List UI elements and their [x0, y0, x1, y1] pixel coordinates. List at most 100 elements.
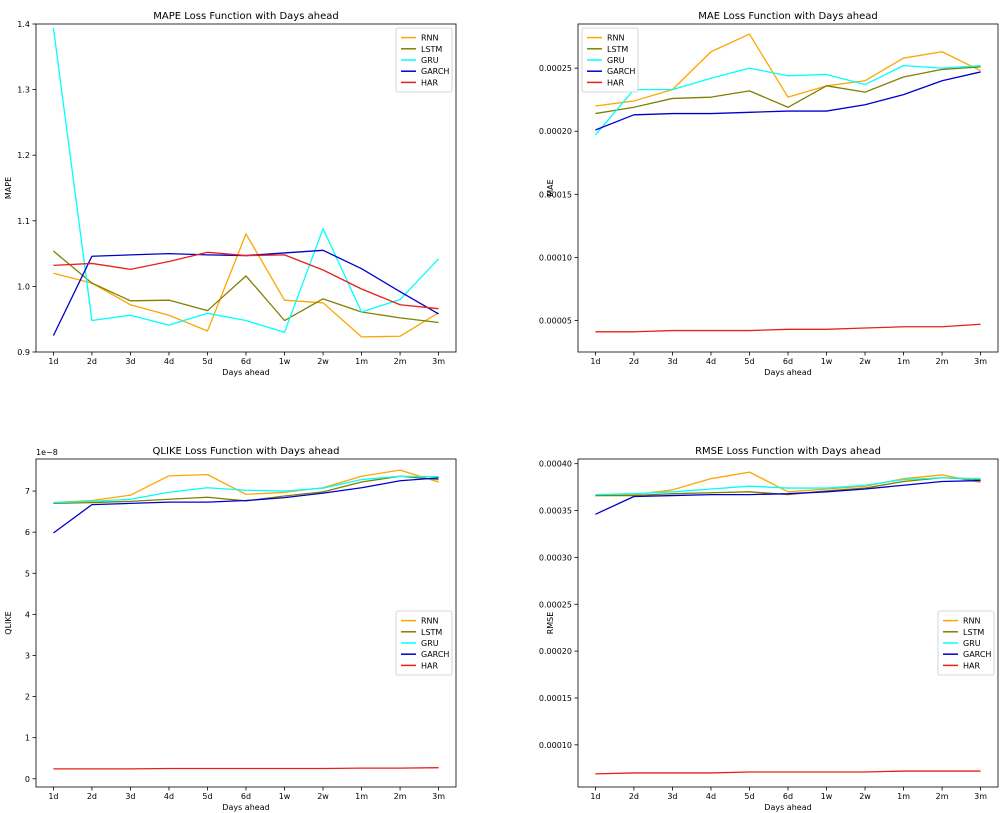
series-line-garch: [53, 477, 439, 534]
x-tick-label: 5d: [744, 792, 754, 801]
x-tick-label: 3m: [974, 792, 987, 801]
chart-title: RMSE Loss Function with Days ahead: [695, 446, 881, 457]
x-tick-label: 1d: [590, 792, 600, 801]
y-tick-label: 0.00035: [539, 507, 572, 516]
x-tick-label: 1w: [279, 357, 291, 366]
y-tick-label: 0.00020: [539, 647, 572, 656]
chart-title: MAE Loss Function with Days ahead: [698, 11, 877, 22]
x-tick-label: 3m: [432, 357, 445, 366]
x-tick-label: 5d: [202, 792, 212, 801]
series-line-garch: [52, 249, 439, 336]
legend-label: LSTM: [963, 628, 984, 637]
legend-label: GRU: [963, 639, 981, 648]
legend-label: RNN: [421, 34, 439, 43]
legend-label: GARCH: [421, 67, 449, 76]
x-tick-label: 4d: [706, 357, 716, 366]
y-tick-label: 0.00010: [539, 741, 572, 750]
series-line-garch: [595, 71, 981, 131]
chart-panel-1: MAPE Loss Function with Days ahead 1d 2d 3d…: [4, 11, 457, 377]
chart-panel-2: MAE Loss Function with Days ahead 1d 2d 3d 4…: [539, 11, 999, 377]
chart-title: QLIKE Loss Function with Days ahead: [153, 446, 340, 457]
y-tick-label: 0.00015: [539, 694, 572, 703]
x-tick-label: 1m: [355, 357, 368, 366]
x-tick-label: 2m: [394, 792, 407, 801]
y-tick-label: 0.00015: [539, 190, 572, 199]
y-tick-label: 0.00020: [539, 127, 572, 136]
y-offset-text: 1e−8: [36, 448, 58, 457]
x-tick-label: 2d: [629, 792, 639, 801]
legend-label: GRU: [421, 639, 439, 648]
y-tick-label: 0.00005: [539, 316, 572, 325]
x-tick-label: 6d: [783, 792, 793, 801]
chart-panel-3: QLIKE Loss Function with Days ahead 1d 2d 3…: [4, 446, 457, 812]
x-tick-label: 2m: [936, 792, 949, 801]
y-tick-label: 1.1: [17, 217, 30, 226]
y-tick-label: 6: [25, 528, 30, 537]
series-line-har: [595, 323, 981, 333]
legend: RNN LSTM GRU GARCH HAR: [581, 27, 639, 93]
x-tick-label: 1w: [821, 792, 833, 801]
legend-box: [937, 610, 995, 676]
series-line-gru: [53, 475, 439, 504]
y-tick-label: 5: [25, 569, 30, 578]
x-tick-label: 3d: [667, 357, 677, 366]
y-tick-label: 7: [25, 487, 30, 496]
legend-label: LSTM: [421, 628, 442, 637]
y-tick-label: 1.4: [17, 20, 30, 29]
x-axis-label: Days ahead: [222, 803, 269, 812]
y-axis-label: MAPE: [4, 177, 13, 199]
y-tick-label: 1.0: [17, 282, 30, 291]
legend-label: RNN: [421, 617, 439, 626]
x-tick-label: 1d: [590, 357, 600, 366]
series-line-lstm: [52, 250, 439, 324]
x-tick-label: 1m: [897, 357, 910, 366]
x-tick-label: 3d: [125, 357, 135, 366]
x-tick-label: 5d: [744, 357, 754, 366]
legend: RNN LSTM GRU GARCH HAR: [937, 610, 995, 676]
x-tick-label: 6d: [241, 792, 251, 801]
x-tick-label: 2m: [394, 357, 407, 366]
legend-box: [395, 27, 453, 93]
series-line-lstm: [595, 477, 981, 497]
x-tick-label: 2w: [317, 357, 329, 366]
y-tick-label: 0.00025: [539, 64, 572, 73]
x-tick-label: 1d: [48, 357, 58, 366]
series-line-gru: [595, 477, 981, 496]
x-tick-label: 2m: [936, 357, 949, 366]
x-tick-label: 2w: [317, 792, 329, 801]
y-tick-label: 1.3: [17, 86, 30, 95]
y-tick-label: 0.00030: [539, 553, 572, 562]
legend-label: RNN: [963, 617, 981, 626]
x-axis-label: Days ahead: [764, 803, 811, 812]
x-tick-label: 3m: [432, 792, 445, 801]
series-line-gru: [52, 27, 440, 333]
series-line-har: [53, 251, 439, 310]
x-axis-label: Days ahead: [222, 368, 269, 377]
x-tick-label: 2w: [859, 357, 871, 366]
legend-label: GRU: [421, 56, 439, 65]
series-line-gru: [594, 64, 981, 136]
y-tick-label: 1.2: [17, 151, 30, 160]
y-tick-label: 4: [25, 610, 30, 619]
series-line-rnn: [595, 471, 981, 497]
y-tick-label: 0.00040: [539, 460, 572, 469]
x-tick-label: 5d: [202, 357, 212, 366]
x-tick-label: 3d: [125, 792, 135, 801]
chart-panel-4: RMSE Loss Function with Days ahead 1d 2d 3d…: [539, 446, 999, 812]
series-line-har: [53, 767, 439, 770]
axes-frame: [577, 458, 999, 788]
axes-frame: [577, 23, 999, 353]
x-tick-label: 1m: [355, 792, 368, 801]
legend-label: RNN: [607, 34, 625, 43]
series-line-garch: [595, 479, 981, 515]
legend-label: GARCH: [421, 650, 449, 659]
legend-box: [395, 610, 453, 676]
x-tick-label: 1w: [279, 792, 291, 801]
y-axis-label: RMSE: [546, 612, 555, 635]
x-tick-label: 2d: [87, 357, 97, 366]
y-tick-label: 0: [25, 775, 30, 784]
series-line-rnn: [53, 469, 439, 504]
legend-label: HAR: [421, 78, 438, 87]
x-tick-label: 3d: [667, 792, 677, 801]
